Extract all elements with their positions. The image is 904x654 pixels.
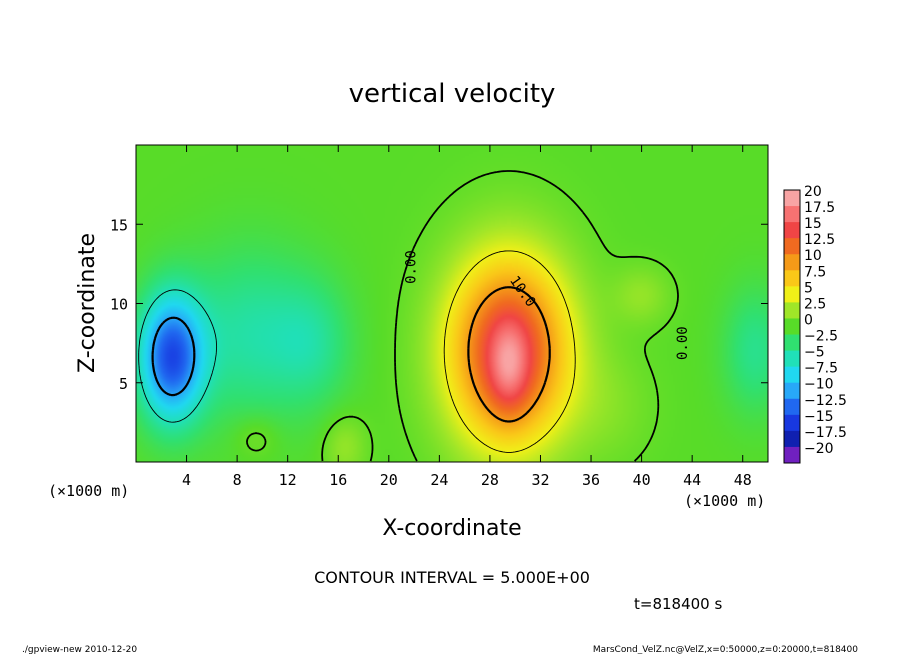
contour-lines [138,170,679,462]
y-tick-label-2: 15 [110,216,128,234]
colorbar-label-3: 12.5 [804,232,835,248]
colorbar-swatch-4 [784,254,800,271]
x-tick-label-10: 44 [683,471,701,489]
x-tick-label-9: 40 [633,471,651,489]
colorbar-swatch-10 [784,350,800,368]
y-axis-ticks: 5 10 15 [110,216,768,393]
x-tick-label-1: 8 [233,471,242,489]
colorbar-swatch-0 [784,190,800,207]
colorbar-label-10: −5 [804,345,825,361]
contour-level-4 [151,316,196,397]
footer-left: ./gpview-new 2010-12-20 [22,645,137,654]
heatmap-area [136,145,768,462]
colorbar-swatch-15 [784,430,800,448]
colorbar-label-7: 2.5 [804,296,826,312]
chart-title: vertical velocity [349,79,556,109]
colorbar-swatch-3 [784,238,800,255]
footer-right: MarsCond_VelZ.nc@VelZ,x=0:50000,z=0:2000… [593,645,858,654]
contour-label-0: 0.00 [403,250,419,284]
colorbar-label-14: −15 [804,409,834,425]
colorbar-label-1: 17.5 [804,200,835,216]
colorbar: 2017.51512.5107.552.50−2.5−5−7.5−10−12.5… [783,184,847,464]
x-tick-label-2: 12 [279,471,297,489]
contour-level-0 [467,286,551,423]
contour-level-2 [246,170,679,462]
x-tick-label-0: 4 [182,471,191,489]
colorbar-swatch-6 [784,286,800,303]
colorbar-label-8: 0 [804,312,813,328]
colorbar-swatch-14 [784,414,800,432]
x-tick-label-4: 20 [380,471,398,489]
x-tick-label-6: 28 [481,471,499,489]
colorbar-label-4: 10 [804,248,822,264]
colorbar-swatch-8 [784,318,800,336]
x-unit-label-left: (×1000 m) [48,482,129,500]
colorbar-swatch-12 [784,382,800,400]
contour-level-3 [138,289,218,423]
colorbar-swatch-16 [784,446,800,464]
colorbar-label-16: −20 [804,441,834,457]
colorbar-label-15: −17.5 [804,425,847,441]
contour-level-1 [443,250,576,453]
colorbar-label-11: −7.5 [804,361,838,377]
contour-interval-note: CONTOUR INTERVAL = 5.000E+00 [314,568,590,587]
colorbar-swatch-1 [784,206,800,223]
colorbar-frame [783,189,801,464]
colorbar-label-0: 20 [804,184,822,200]
x-tick-label-5: 24 [430,471,448,489]
x-axis-label: X-coordinate [382,516,521,541]
colorbar-label-9: −2.5 [804,329,838,345]
colorbar-label-6: 5 [804,280,813,296]
y-tick-label-1: 10 [110,296,128,314]
time-stamp: t=818400 s [634,595,722,613]
contour-label-2: 0.00 [675,326,691,360]
colorbar-swatch-11 [784,366,800,384]
colorbar-swatch-7 [784,302,800,319]
colorbar-swatch-13 [784,398,800,416]
x-unit-label-right: (×1000 m) [684,492,765,510]
colorbar-swatch-9 [784,334,800,352]
x-tick-label-11: 48 [734,471,752,489]
x-tick-label-7: 32 [531,471,549,489]
colorbar-label-12: −10 [804,377,834,393]
y-tick-label-0: 5 [119,375,128,393]
colorbar-label-2: 15 [804,216,822,232]
x-tick-label-3: 16 [329,471,347,489]
x-axis-ticks: 4 8 12 16 20 24 28 32 36 40 44 48 [182,145,752,489]
y-axis-label: Z-coordinate [75,233,100,373]
colorbar-label-13: −12.5 [804,393,847,409]
colorbar-swatch-5 [784,270,800,287]
x-tick-label-8: 36 [582,471,600,489]
colorbar-swatch-2 [784,222,800,239]
colorbar-label-5: 7.5 [804,264,826,280]
